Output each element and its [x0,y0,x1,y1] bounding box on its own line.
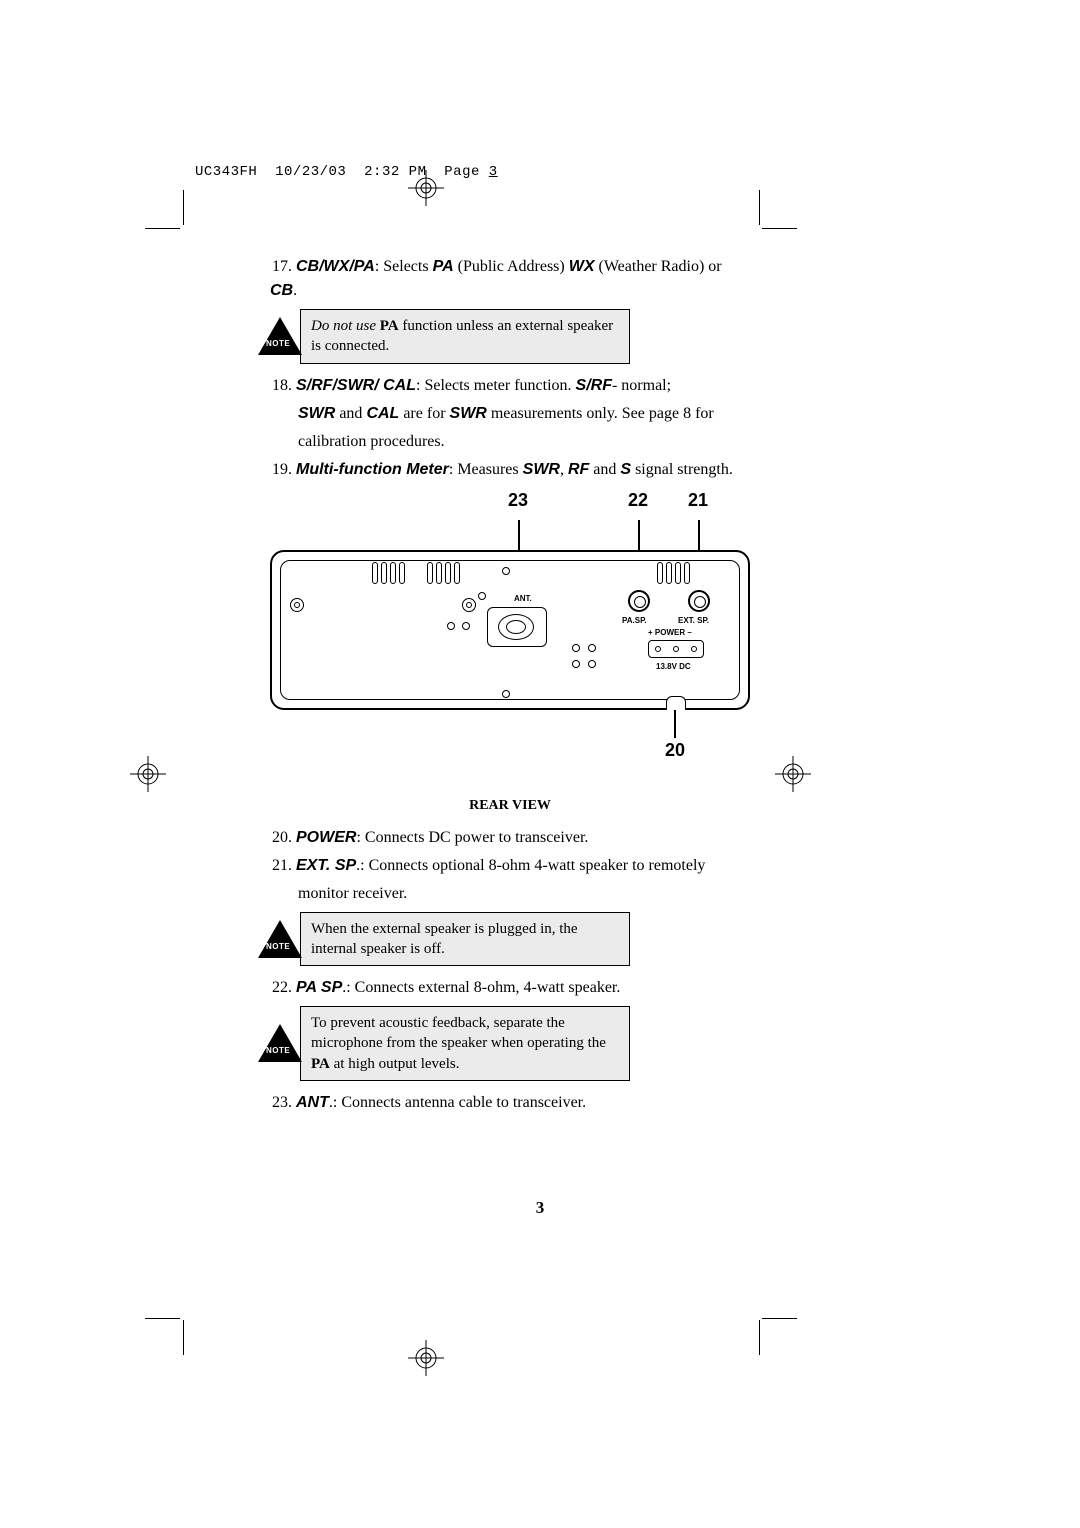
page-content: 17.CB/WX/PA: Selects PA (Public Address)… [270,255,750,1119]
list-item-18-line3: calibration procedures. [270,430,750,454]
print-slug: UC343FH 10/23/03 2:32 PM Page 3 [195,164,498,180]
callout-21: 21 [688,490,708,511]
note-icon: NOTE [258,317,302,355]
list-item-20: 20.POWER: Connects DC power to transceiv… [270,826,750,850]
crop-mark [759,190,760,225]
callout-22: 22 [628,490,648,511]
label-extsp: EXT. SP. [678,616,709,625]
note-text: To prevent acoustic feedback, separate t… [300,1006,630,1081]
crop-mark [145,228,180,229]
rear-view-diagram: 23 22 21 ANT. [270,490,750,814]
note-box: NOTE When the external speaker is plugge… [258,912,750,967]
crop-mark [145,1318,180,1319]
list-item-18-line2: SWR and CAL are for SWR measurements onl… [270,402,750,426]
registration-mark [408,1340,444,1376]
diagram-caption: REAR VIEW [270,798,750,814]
registration-mark [130,756,166,792]
list-item-22: 22.PA SP.: Connects external 8-ohm, 4-wa… [270,976,750,1000]
crop-mark [762,1318,797,1319]
note-box: NOTE Do not use PA function unless an ex… [258,309,750,364]
crop-mark [762,228,797,229]
note-text: When the external speaker is plugged in,… [300,912,630,967]
list-item-21-line2: monitor receiver. [270,882,750,906]
jack-ext-sp [688,590,710,612]
label-pasp: PA.SP. [622,616,647,625]
list-item-21: 21.EXT. SP.: Connects optional 8-ohm 4-w… [270,854,750,878]
power-connector [648,640,704,658]
list-item-23: 23.ANT.: Connects antenna cable to trans… [270,1091,750,1115]
registration-mark [775,756,811,792]
jack-pa-sp [628,590,650,612]
callout-23: 23 [508,490,528,511]
list-item-19: 19.Multi-function Meter: Measures SWR, R… [270,458,750,482]
rear-panel: ANT. PA.SP. EXT. SP. + POWER – 13.8V DC [270,550,750,710]
label-dc: 13.8V DC [656,662,691,671]
crop-mark [183,1320,184,1355]
label-power: + POWER – [648,628,692,637]
note-text: Do not use PA function unless an externa… [300,309,630,364]
note-box: NOTE To prevent acoustic feedback, separ… [258,1006,750,1081]
list-item-17: 17.CB/WX/PA: Selects PA (Public Address)… [270,255,750,303]
callout-20: 20 [665,740,685,761]
crop-mark [759,1320,760,1355]
note-icon: NOTE [258,1024,302,1062]
page-number: 3 [0,1198,1080,1218]
list-item-18: 18.S/RF/SWR/ CAL: Selects meter function… [270,374,750,398]
note-icon: NOTE [258,920,302,958]
label-ant: ANT. [514,594,532,603]
crop-mark [183,190,184,225]
